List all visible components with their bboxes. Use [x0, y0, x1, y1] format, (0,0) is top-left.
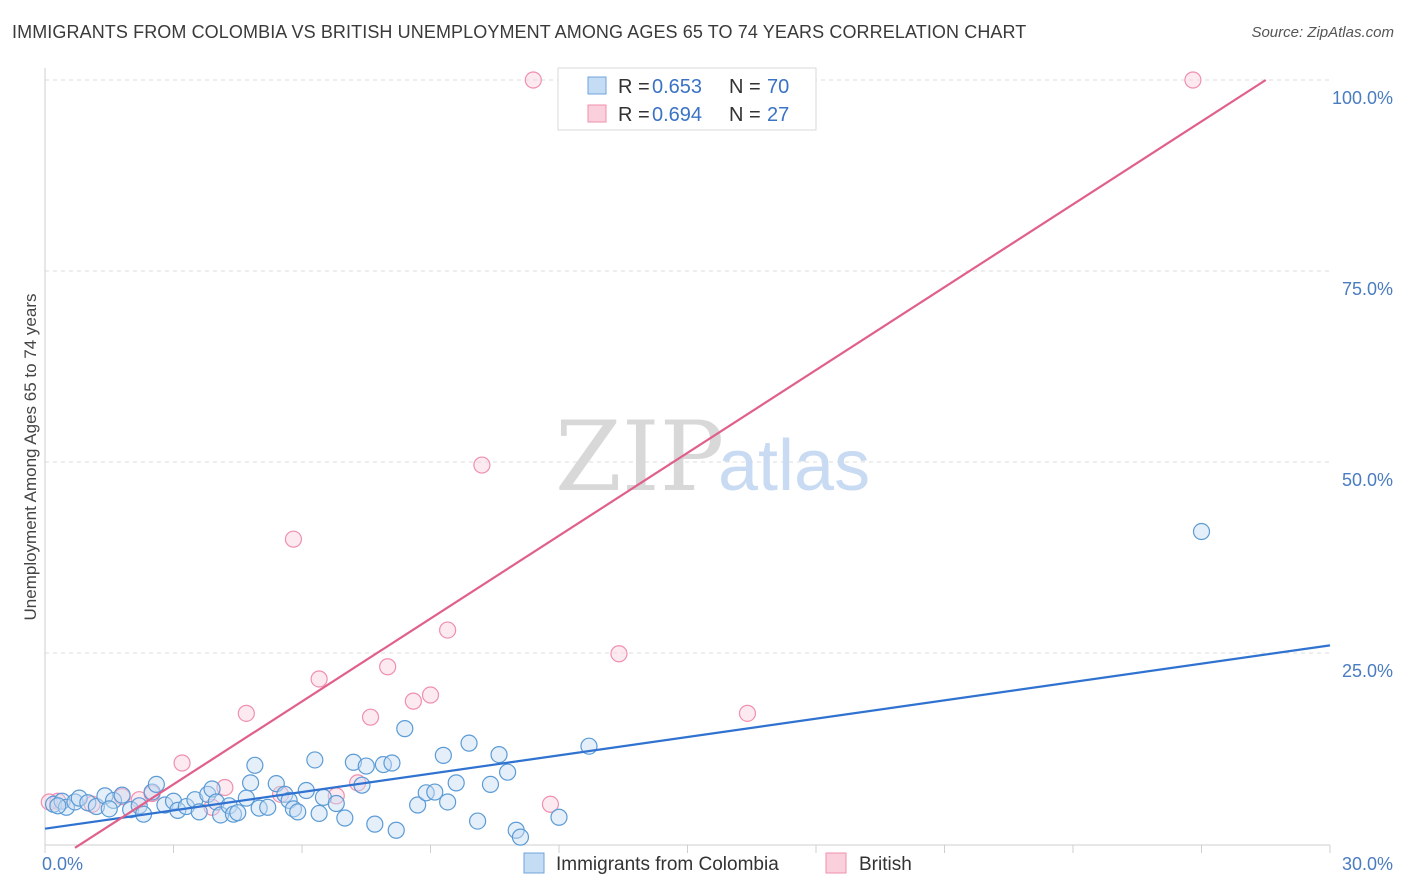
stats-r-label-british: R = — [618, 104, 650, 126]
colombia-point-40 — [310, 804, 328, 823]
colombia-point-64 — [511, 828, 530, 846]
stats-r-value-british: 0.694 — [652, 104, 702, 126]
stats-n-value-british: 27 — [767, 104, 789, 126]
stats-r-label-colombia: R = — [618, 76, 650, 98]
british-point-21 — [541, 795, 560, 813]
series-colombia-points — [44, 522, 1211, 846]
stats-swatch-british — [587, 104, 607, 123]
british-point-16 — [404, 692, 422, 710]
colombia-point-16 — [164, 792, 183, 810]
british-point-15 — [379, 658, 397, 676]
y-tick-labels: 25.0% 50.0% 75.0% 100.0% — [1332, 88, 1393, 681]
x-tick-labels: 0.0% 30.0% — [42, 854, 1393, 874]
british-point-18 — [439, 621, 457, 639]
colombia-point-15 — [156, 796, 174, 814]
colombia-point-58 — [460, 734, 478, 752]
colombia-point-56 — [439, 793, 457, 811]
legend-label-british: British — [859, 854, 912, 875]
y-axis-label: Unemployment Among Ages 65 to 74 years — [21, 294, 40, 621]
trend-line-british — [74, 79, 1267, 849]
stats-legend-box: R = 0.653 N = 70 R = 0.694 N = 27 — [557, 67, 817, 131]
colombia-point-8 — [104, 791, 123, 810]
colombia-point-48 — [374, 755, 392, 774]
colombia-point-61 — [490, 746, 508, 764]
colombia-point-7 — [96, 787, 114, 805]
stats-swatch-colombia — [587, 76, 607, 95]
colombia-point-42 — [327, 794, 345, 813]
colombia-point-31 — [250, 799, 268, 817]
colombia-point-69 — [100, 800, 118, 818]
stats-n-label-british: N = — [729, 104, 761, 126]
legend-swatch-colombia — [523, 852, 545, 874]
british-point-19 — [473, 456, 491, 474]
y-tick-label-25: 25.0% — [1342, 661, 1393, 681]
axes — [44, 68, 1331, 853]
british-point-20 — [524, 71, 542, 89]
british-point-14 — [361, 708, 380, 726]
stats-r-value-colombia: 0.653 — [652, 76, 702, 98]
legend-swatch-british — [825, 852, 847, 874]
colombia-point-4 — [70, 789, 88, 807]
colombia-point-53 — [417, 784, 435, 802]
colombia-point-39 — [306, 751, 324, 769]
chart-title: IMMIGRANTS FROM COLOMBIA VS BRITISH UNEM… — [12, 22, 1027, 42]
colombia-point-55 — [434, 746, 452, 764]
british-point-25 — [1184, 71, 1202, 89]
colombia-point-49 — [383, 754, 401, 772]
x-tick-label-0: 0.0% — [42, 854, 83, 874]
trend-lines — [44, 79, 1331, 849]
source-label: Source: ZipAtlas.com — [1251, 24, 1394, 41]
colombia-point-59 — [469, 812, 487, 830]
colombia-point-57 — [447, 774, 465, 792]
colombia-point-47 — [366, 815, 384, 833]
british-point-11 — [310, 670, 328, 688]
colombia-point-27 — [229, 804, 247, 822]
colombia-point-37 — [289, 803, 307, 821]
y-tick-label-100: 100.0% — [1332, 88, 1393, 108]
trend-line-colombia — [44, 644, 1331, 830]
colombia-point-29 — [242, 774, 260, 792]
colombia-point-68 — [49, 797, 67, 815]
british-point-10 — [284, 530, 303, 548]
colombia-point-14 — [147, 775, 165, 794]
y-tick-label-50: 50.0% — [1342, 470, 1393, 490]
colombia-point-35 — [280, 791, 298, 810]
british-point-22 — [610, 645, 628, 663]
y-tick-label-75: 75.0% — [1342, 279, 1393, 299]
watermark-zip: ZIP — [555, 401, 724, 513]
colombia-point-54 — [426, 783, 444, 801]
colombia-point-62 — [499, 763, 517, 781]
colombia-point-50 — [387, 821, 405, 839]
colombia-point-2 — [57, 798, 76, 816]
colombia-point-46 — [357, 757, 375, 775]
stats-n-value-colombia: 70 — [767, 76, 789, 98]
british-point-8 — [237, 704, 255, 722]
colombia-point-67 — [1192, 522, 1211, 541]
x-tick-label-30: 30.0% — [1342, 854, 1393, 874]
bottom-legend: Immigrants from Colombia British — [523, 852, 912, 875]
colombia-point-23 — [207, 793, 225, 811]
colombia-point-22 — [203, 780, 221, 798]
british-point-17 — [421, 686, 440, 704]
colombia-point-65 — [550, 808, 568, 826]
colombia-point-9 — [113, 786, 131, 804]
stats-n-label-colombia: N = — [729, 76, 761, 98]
watermark: ZIP atlas — [555, 401, 870, 513]
colombia-point-30 — [246, 756, 264, 774]
colombia-point-51 — [396, 720, 414, 738]
colombia-point-44 — [344, 753, 362, 771]
colombia-point-5 — [79, 794, 97, 812]
colombia-point-60 — [481, 775, 500, 794]
colombia-point-32 — [259, 798, 277, 816]
colombia-point-43 — [336, 809, 354, 827]
legend-label-colombia: Immigrants from Colombia — [556, 854, 779, 875]
british-point-5 — [173, 754, 191, 772]
colombia-point-24 — [212, 806, 230, 824]
british-point-24 — [738, 704, 757, 722]
grid-lines — [45, 79, 1330, 654]
british-point-7 — [216, 778, 234, 797]
colombia-point-52 — [409, 796, 427, 814]
watermark-atlas: atlas — [718, 426, 870, 506]
